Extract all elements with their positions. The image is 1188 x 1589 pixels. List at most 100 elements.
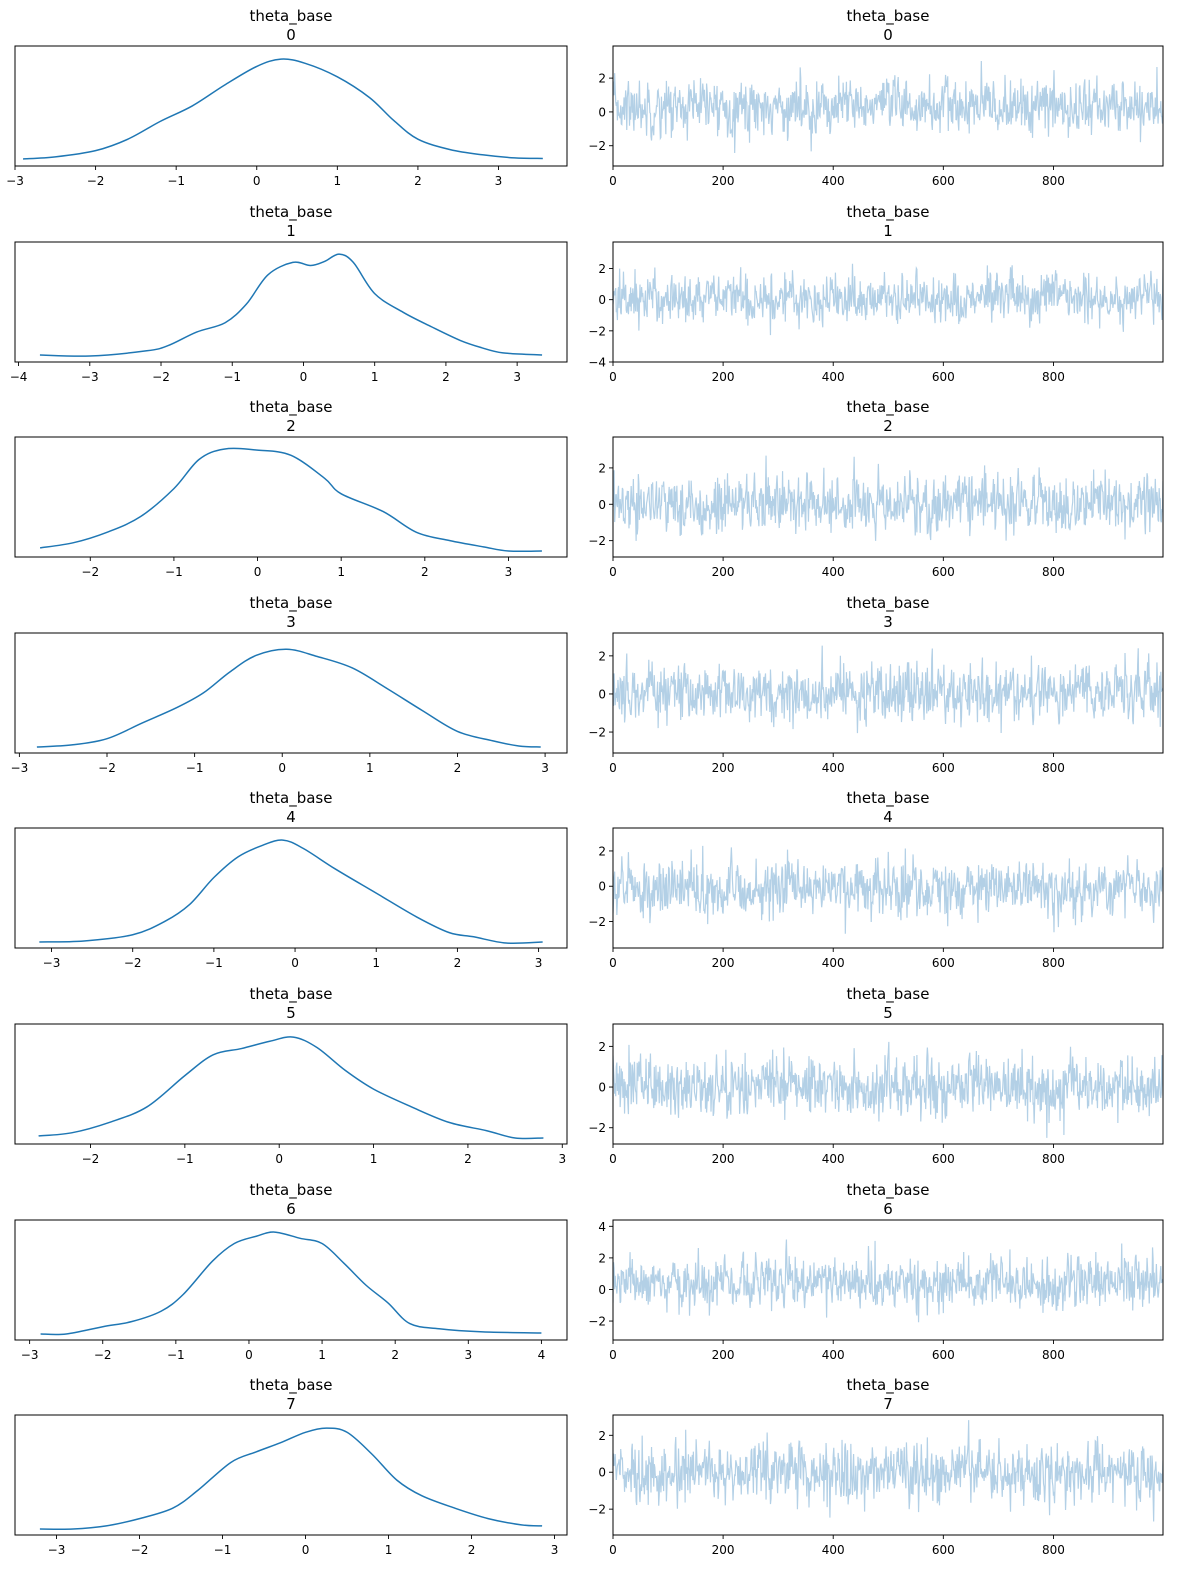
x-tick-label: 0 (609, 370, 617, 384)
axes-frame (612, 1023, 1164, 1145)
axes-frame (612, 45, 1164, 167)
x-tick-label: −2 (87, 174, 105, 188)
x-tick-label: 3 (541, 761, 549, 775)
panel-title: theta_base (847, 203, 930, 222)
x-tick-label: −3 (21, 1348, 39, 1362)
x-tick-label: 200 (712, 370, 735, 384)
axes-frame (612, 241, 1164, 363)
trace-line (613, 1420, 1163, 1522)
x-tick-label: 1 (337, 565, 345, 579)
x-tick-label: 0 (291, 956, 299, 970)
x-tick-label: 0 (278, 761, 286, 775)
x-tick-label: 600 (932, 174, 955, 188)
x-tick-label: 0 (275, 1152, 283, 1166)
y-tick-label: 2 (598, 1429, 606, 1443)
panel-subtitle: 3 (286, 613, 296, 631)
x-tick-label: 3 (513, 370, 521, 384)
y-tick-label: −2 (588, 1315, 606, 1329)
y-tick-label: 2 (598, 649, 606, 663)
x-tick-label: −1 (167, 1348, 185, 1362)
panel-subtitle: 2 (883, 417, 893, 435)
panel-subtitle: 4 (883, 808, 893, 826)
axes-frame (612, 1219, 1164, 1341)
x-tick-label: 1 (366, 761, 374, 775)
x-tick-label: 0 (609, 1543, 617, 1557)
x-tick-label: 2 (414, 174, 422, 188)
x-tick-label: 800 (1042, 1348, 1065, 1362)
y-tick-label: −2 (588, 139, 606, 153)
x-tick-label: 200 (712, 1543, 735, 1557)
x-tick-label: −1 (186, 761, 204, 775)
trace-line (613, 645, 1163, 734)
kde-line (39, 253, 543, 357)
axes-frame (14, 241, 568, 363)
x-tick-label: −2 (98, 761, 116, 775)
panel-subtitle: 3 (883, 613, 893, 631)
trace-line (613, 263, 1163, 336)
y-tick-label: −2 (588, 1503, 606, 1517)
x-tick-label: −1 (205, 956, 223, 970)
y-tick-label: 0 (598, 880, 606, 894)
x-tick-label: 3 (464, 1348, 472, 1362)
axes-frame (14, 1023, 568, 1145)
y-tick-label: 2 (598, 72, 606, 86)
y-tick-label: 2 (598, 262, 606, 276)
kde-line (23, 58, 543, 160)
x-tick-label: 2 (391, 1348, 399, 1362)
x-tick-label: 200 (712, 1152, 735, 1166)
x-tick-label: 200 (712, 956, 735, 970)
panel-title: theta_base (847, 594, 930, 613)
x-tick-label: 200 (712, 174, 735, 188)
y-tick-label: −4 (588, 356, 606, 370)
panel-title: theta_base (250, 7, 333, 26)
panel-title: theta_base (250, 1181, 333, 1200)
y-tick-label: −2 (588, 1121, 606, 1135)
x-tick-label: 200 (712, 565, 735, 579)
x-tick-label: 0 (253, 174, 261, 188)
x-tick-label: 0 (609, 761, 617, 775)
x-tick-label: −2 (82, 1152, 100, 1166)
x-tick-label: 3 (558, 1152, 566, 1166)
panel-subtitle: 7 (883, 1395, 893, 1413)
y-tick-label: 0 (598, 293, 606, 307)
panel-title: theta_base (847, 398, 930, 417)
kde-line (36, 648, 541, 748)
x-tick-label: 400 (822, 565, 845, 579)
x-tick-label: 1 (370, 1152, 378, 1166)
axes-frame (14, 45, 568, 167)
y-tick-label: 2 (598, 1251, 606, 1265)
trace-line (613, 1041, 1163, 1138)
x-tick-label: 1 (385, 1543, 393, 1557)
panel-title: theta_base (847, 1181, 930, 1200)
x-tick-label: 0 (609, 956, 617, 970)
y-tick-label: −2 (588, 324, 606, 338)
y-tick-label: 0 (598, 1466, 606, 1480)
y-tick-label: −2 (588, 915, 606, 929)
panel-title: theta_base (250, 985, 333, 1004)
axes-frame (14, 632, 568, 754)
x-tick-label: 400 (822, 370, 845, 384)
x-tick-label: −2 (152, 370, 170, 384)
panel-subtitle: 4 (286, 808, 296, 826)
x-tick-label: 0 (609, 1348, 617, 1362)
panel-title: theta_base (250, 1376, 333, 1395)
axes-frame (14, 436, 568, 558)
x-tick-label: 2 (454, 761, 462, 775)
x-tick-label: 0 (300, 370, 308, 384)
x-tick-label: −1 (223, 370, 241, 384)
x-tick-label: 800 (1042, 565, 1065, 579)
kde-line (39, 839, 543, 945)
axes-frame (612, 436, 1164, 558)
x-tick-label: 0 (302, 1543, 310, 1557)
x-tick-label: −2 (131, 1543, 149, 1557)
kde-line (40, 1231, 542, 1336)
